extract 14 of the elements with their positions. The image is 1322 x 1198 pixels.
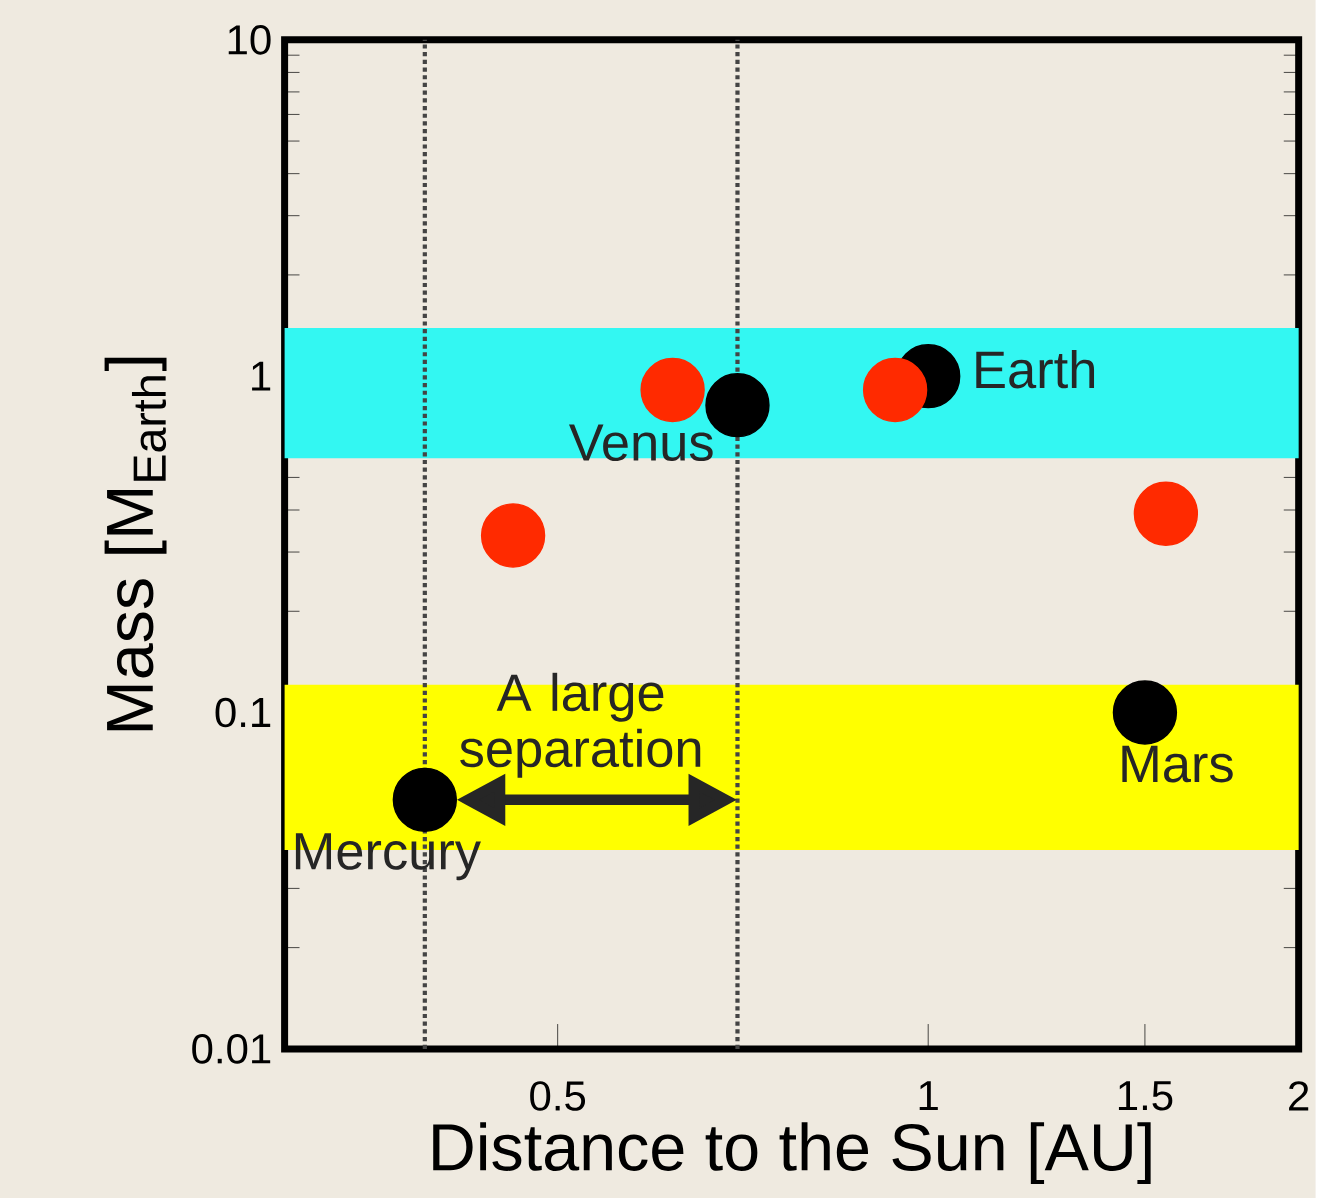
y-tick-label: 10 — [228, 24, 271, 55]
annotation: Venus — [568, 424, 713, 462]
x-tick-label: 1.5 — [1118, 1081, 1173, 1111]
x-tick-label: 0.5 — [530, 1081, 586, 1111]
y-tick-label: 1 — [252, 361, 271, 391]
annotation: Mars — [1122, 745, 1233, 783]
y-axis-title: Mass [M$_{Earth}$] — [104, 357, 167, 731]
x-tick-label: 2 — [1289, 1081, 1309, 1111]
x-tick-label: 1 — [919, 1081, 938, 1110]
y-tick-label: 0.01 — [192, 1033, 271, 1064]
annotation: A large separation — [460, 672, 701, 778]
annotation: Earth — [976, 349, 1095, 389]
y-tick-label: 0.1 — [215, 697, 271, 728]
x-axis-title: Distance to the Sun [AU] — [433, 1122, 1151, 1184]
